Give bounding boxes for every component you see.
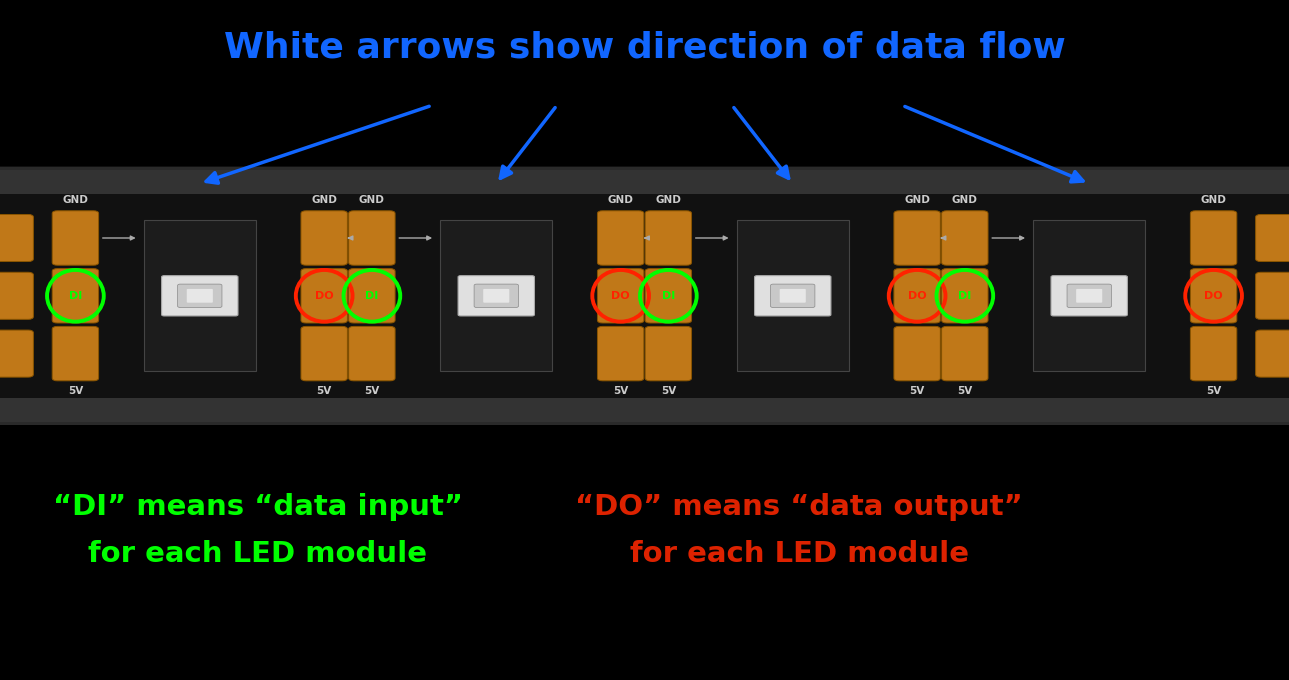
Text: “DI” means “data input”: “DI” means “data input”: [53, 492, 463, 521]
FancyBboxPatch shape: [1255, 214, 1289, 262]
Text: DI: DI: [958, 291, 972, 301]
FancyBboxPatch shape: [474, 284, 518, 307]
FancyBboxPatch shape: [52, 269, 98, 323]
Text: DO: DO: [315, 291, 334, 301]
FancyBboxPatch shape: [143, 220, 255, 371]
FancyBboxPatch shape: [1051, 275, 1128, 316]
FancyBboxPatch shape: [1076, 289, 1102, 303]
FancyBboxPatch shape: [1191, 211, 1236, 265]
Text: for each LED module: for each LED module: [630, 540, 968, 568]
FancyBboxPatch shape: [0, 170, 1289, 194]
Text: 5V: 5V: [661, 386, 675, 396]
FancyBboxPatch shape: [644, 269, 691, 323]
FancyBboxPatch shape: [458, 275, 535, 316]
FancyBboxPatch shape: [737, 220, 848, 371]
Text: GND: GND: [62, 195, 89, 205]
Text: DO: DO: [1204, 291, 1223, 301]
FancyBboxPatch shape: [0, 398, 1289, 422]
Text: DI: DI: [661, 291, 675, 301]
FancyBboxPatch shape: [1032, 220, 1145, 371]
FancyBboxPatch shape: [895, 326, 941, 381]
FancyBboxPatch shape: [0, 330, 34, 377]
Text: 5V: 5V: [614, 386, 628, 396]
FancyBboxPatch shape: [1255, 272, 1289, 320]
Text: 5V: 5V: [1207, 386, 1221, 396]
FancyBboxPatch shape: [780, 289, 806, 303]
Text: 5V: 5V: [317, 386, 331, 396]
FancyBboxPatch shape: [644, 211, 691, 265]
Text: GND: GND: [951, 195, 978, 205]
FancyBboxPatch shape: [598, 269, 643, 323]
Text: 5V: 5V: [910, 386, 924, 396]
FancyBboxPatch shape: [348, 269, 394, 323]
Text: 5V: 5V: [68, 386, 82, 396]
Text: DO: DO: [611, 291, 630, 301]
Text: GND: GND: [358, 195, 385, 205]
Text: GND: GND: [655, 195, 682, 205]
FancyBboxPatch shape: [644, 326, 691, 381]
FancyBboxPatch shape: [348, 211, 394, 265]
FancyBboxPatch shape: [178, 284, 222, 307]
FancyBboxPatch shape: [300, 211, 347, 265]
FancyBboxPatch shape: [771, 284, 815, 307]
FancyBboxPatch shape: [300, 326, 347, 381]
Text: DI: DI: [365, 291, 379, 301]
FancyBboxPatch shape: [0, 214, 34, 262]
FancyBboxPatch shape: [1191, 326, 1236, 381]
Text: GND: GND: [311, 195, 338, 205]
FancyBboxPatch shape: [348, 326, 394, 381]
FancyBboxPatch shape: [0, 187, 1289, 405]
FancyBboxPatch shape: [52, 326, 98, 381]
Text: for each LED module: for each LED module: [89, 540, 427, 568]
FancyBboxPatch shape: [1067, 284, 1111, 307]
FancyBboxPatch shape: [0, 272, 34, 320]
FancyBboxPatch shape: [161, 275, 238, 316]
FancyBboxPatch shape: [1191, 269, 1236, 323]
FancyBboxPatch shape: [598, 211, 643, 265]
Text: GND: GND: [607, 195, 634, 205]
Text: DO: DO: [907, 291, 927, 301]
FancyBboxPatch shape: [483, 289, 509, 303]
Text: “DO” means “data output”: “DO” means “data output”: [575, 492, 1023, 521]
FancyBboxPatch shape: [300, 269, 347, 323]
FancyBboxPatch shape: [895, 269, 941, 323]
FancyBboxPatch shape: [941, 326, 987, 381]
Text: 5V: 5V: [365, 386, 379, 396]
FancyBboxPatch shape: [941, 269, 987, 323]
Text: GND: GND: [1200, 195, 1227, 205]
FancyBboxPatch shape: [598, 326, 643, 381]
FancyBboxPatch shape: [941, 211, 987, 265]
FancyBboxPatch shape: [52, 211, 98, 265]
FancyBboxPatch shape: [895, 211, 941, 265]
Text: 5V: 5V: [958, 386, 972, 396]
Text: DI: DI: [68, 291, 82, 301]
FancyBboxPatch shape: [187, 289, 213, 303]
FancyBboxPatch shape: [441, 220, 553, 371]
FancyBboxPatch shape: [754, 275, 831, 316]
FancyBboxPatch shape: [1255, 330, 1289, 377]
Text: GND: GND: [904, 195, 931, 205]
Text: White arrows show direction of data flow: White arrows show direction of data flow: [223, 31, 1066, 65]
FancyBboxPatch shape: [0, 167, 1289, 425]
